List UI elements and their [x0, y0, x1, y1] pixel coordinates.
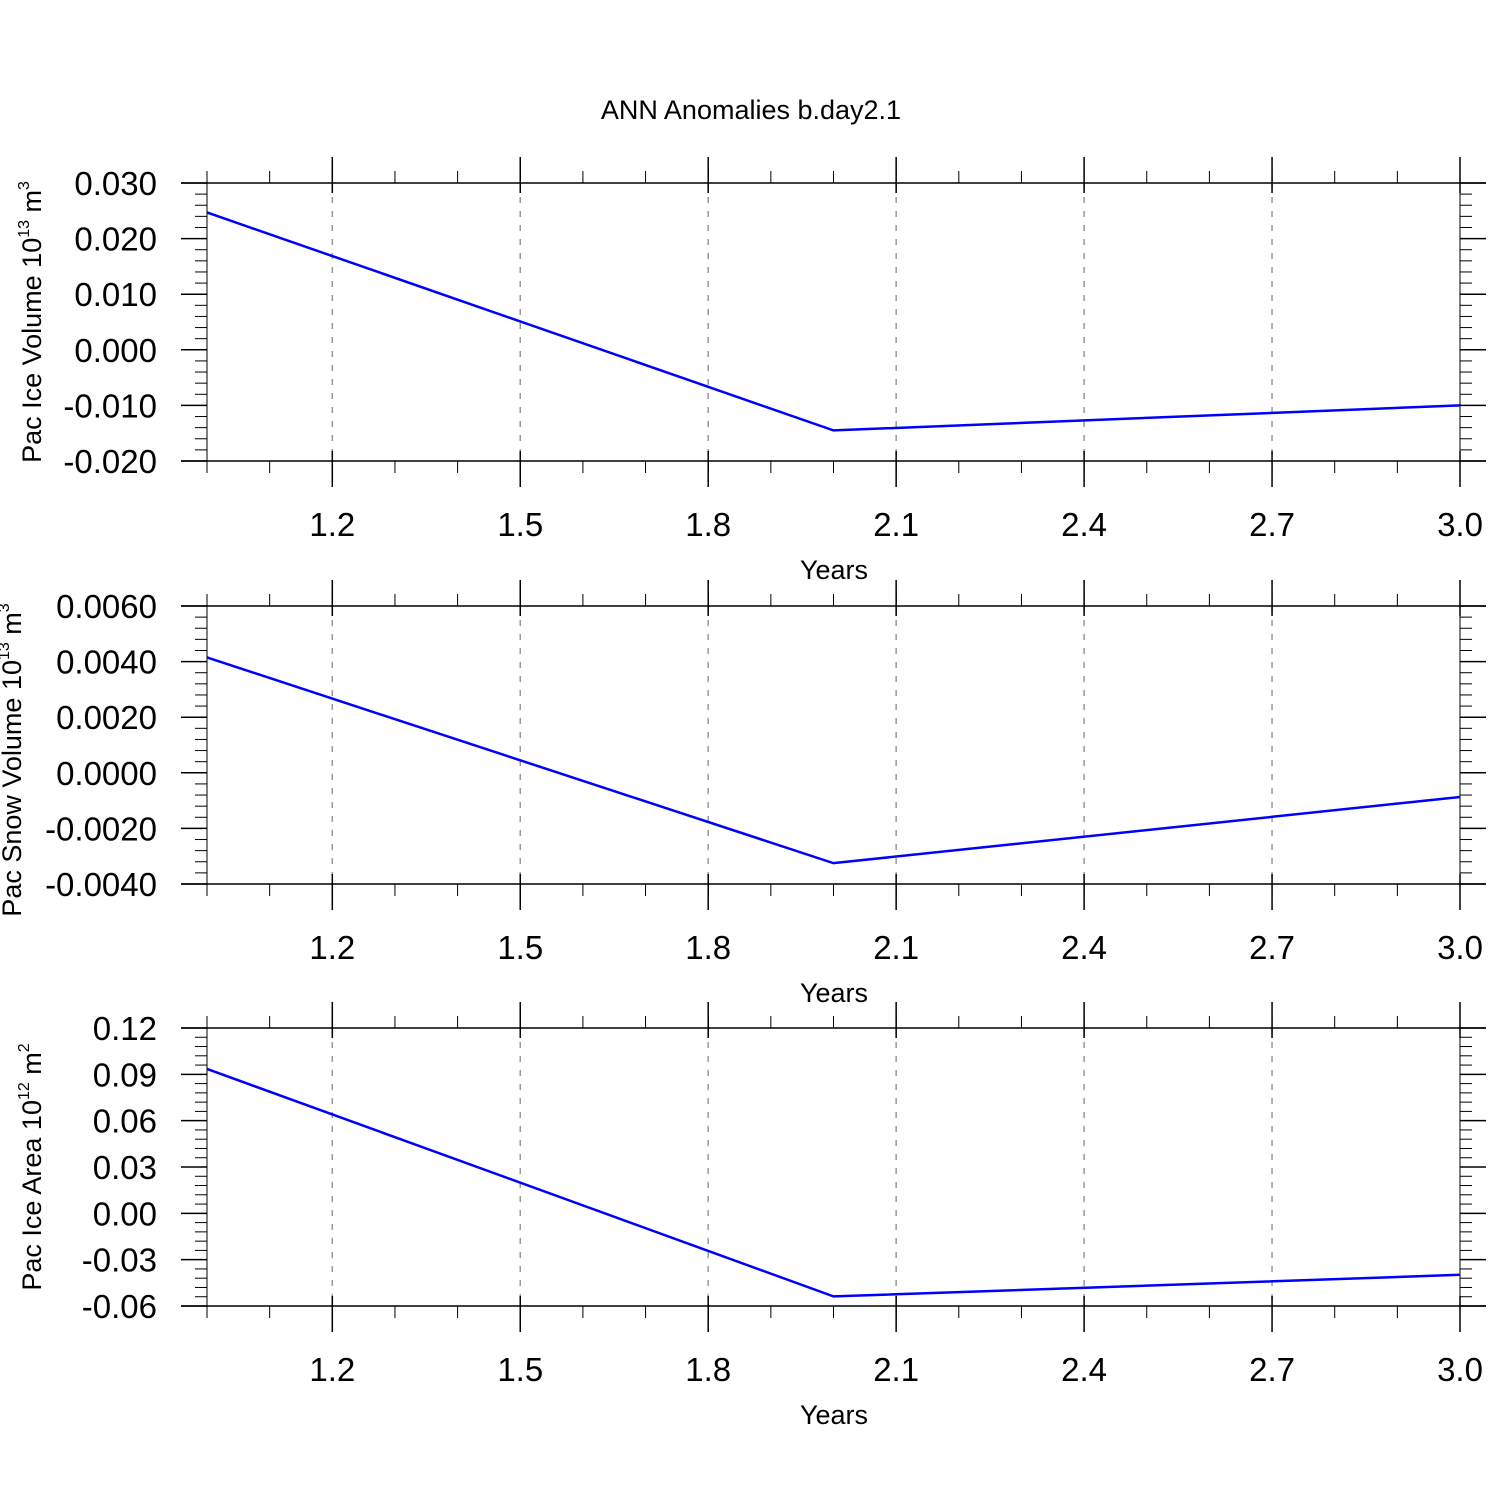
y-axis-title-text: Pac Snow Volume 10 [0, 660, 27, 917]
y-axis-title: Pac Ice Volume 1013 m3 [16, 181, 47, 463]
x-tick-label: 2.4 [1061, 506, 1107, 543]
panels: 1.2 1.5 1.8 2.1 2.4 2.7 3.0 0.030 0.020 0.010 0.00… [0, 157, 1486, 1430]
x-tick-label: 1.5 [497, 506, 543, 543]
x-tick-label: 1.2 [309, 929, 355, 966]
x-tick-label: 1.8 [685, 929, 731, 966]
y-axis-title: Pac Snow Volume 1013 m3 [0, 603, 27, 916]
chart-panel-3: 1.2 1.5 1.8 2.1 2.4 2.7 3.0 0.12 0.09 0.06 0.03 0.0… [16, 1002, 1486, 1430]
y-tick-label: -0.010 [63, 387, 157, 424]
y-tick-label: 0.010 [74, 276, 157, 313]
y-axis-title-unit-exponent: 3 [16, 181, 33, 190]
y-tick-label: 0.0060 [56, 588, 157, 625]
x-tick-label: 1.8 [685, 1351, 731, 1388]
y-axis-title: Pac Ice Area 1012 m2 [16, 1043, 47, 1290]
chart-panel-2: 1.2 1.5 1.8 2.1 2.4 2.7 3.0 0.0060 0.0040 0.0020 0… [0, 580, 1486, 1008]
y-tick-label: 0.030 [74, 165, 157, 202]
x-tick-label: 3.0 [1437, 1351, 1483, 1388]
y-tick-label: 0.0040 [56, 644, 157, 681]
y-tick-label: 0.00 [93, 1195, 157, 1232]
y-tick-label: 0.06 [93, 1103, 157, 1140]
x-axis-title: Years [800, 978, 868, 1008]
x-tick-label: 3.0 [1437, 506, 1483, 543]
x-tick-label: 1.5 [497, 929, 543, 966]
y-tick-label: 0.000 [74, 332, 157, 369]
y-tick-label: -0.020 [63, 443, 157, 480]
x-tick-label: 2.1 [873, 506, 919, 543]
x-tick-label: 2.1 [873, 929, 919, 966]
y-tick-label: 0.0020 [56, 699, 157, 736]
y-tick-label: 0.020 [74, 221, 157, 258]
y-axis-title-text: Pac Ice Area 10 [17, 1100, 47, 1291]
x-tick-label: 2.7 [1249, 506, 1295, 543]
y-axis-title-exponent: 13 [16, 220, 33, 238]
y-tick-label: -0.06 [82, 1288, 157, 1325]
x-tick-label: 1.2 [309, 506, 355, 543]
x-tick-label: 2.7 [1249, 1351, 1295, 1388]
x-axis-title: Years [800, 555, 868, 585]
chart-title: ANN Anomalies b.day2.1 [601, 95, 901, 125]
y-axis-title-unit: m [0, 612, 27, 642]
y-axis-title-unit: m [17, 190, 47, 220]
x-tick-label: 2.7 [1249, 929, 1295, 966]
chart-panel-1: 1.2 1.5 1.8 2.1 2.4 2.7 3.0 0.030 0.020 0.010 0.00… [16, 157, 1486, 585]
y-axis-title-exponent: 13 [0, 642, 13, 660]
y-axis-title-unit-exponent: 2 [16, 1043, 33, 1052]
x-tick-label: 2.4 [1061, 929, 1107, 966]
y-tick-label: -0.0040 [45, 866, 157, 903]
x-tick-label: 1.2 [309, 1351, 355, 1388]
x-tick-label: 1.8 [685, 506, 731, 543]
y-tick-label: 0.0000 [56, 755, 157, 792]
x-axis-title: Years [800, 1400, 868, 1430]
x-tick-label: 3.0 [1437, 929, 1483, 966]
y-axis-title-unit-exponent: 3 [0, 603, 13, 612]
y-tick-label: 0.12 [93, 1010, 157, 1047]
y-axis-title-exponent: 12 [16, 1082, 33, 1100]
x-tick-label: 2.1 [873, 1351, 919, 1388]
y-axis-title-unit: m [17, 1052, 47, 1082]
x-tick-label: 2.4 [1061, 1351, 1107, 1388]
y-tick-label: 0.09 [93, 1056, 157, 1093]
y-tick-label: -0.03 [82, 1242, 157, 1279]
y-tick-label: -0.0020 [45, 810, 157, 847]
x-tick-label: 1.5 [497, 1351, 543, 1388]
y-tick-label: 0.03 [93, 1149, 157, 1186]
y-axis-title-text: Pac Ice Volume 10 [17, 238, 47, 463]
